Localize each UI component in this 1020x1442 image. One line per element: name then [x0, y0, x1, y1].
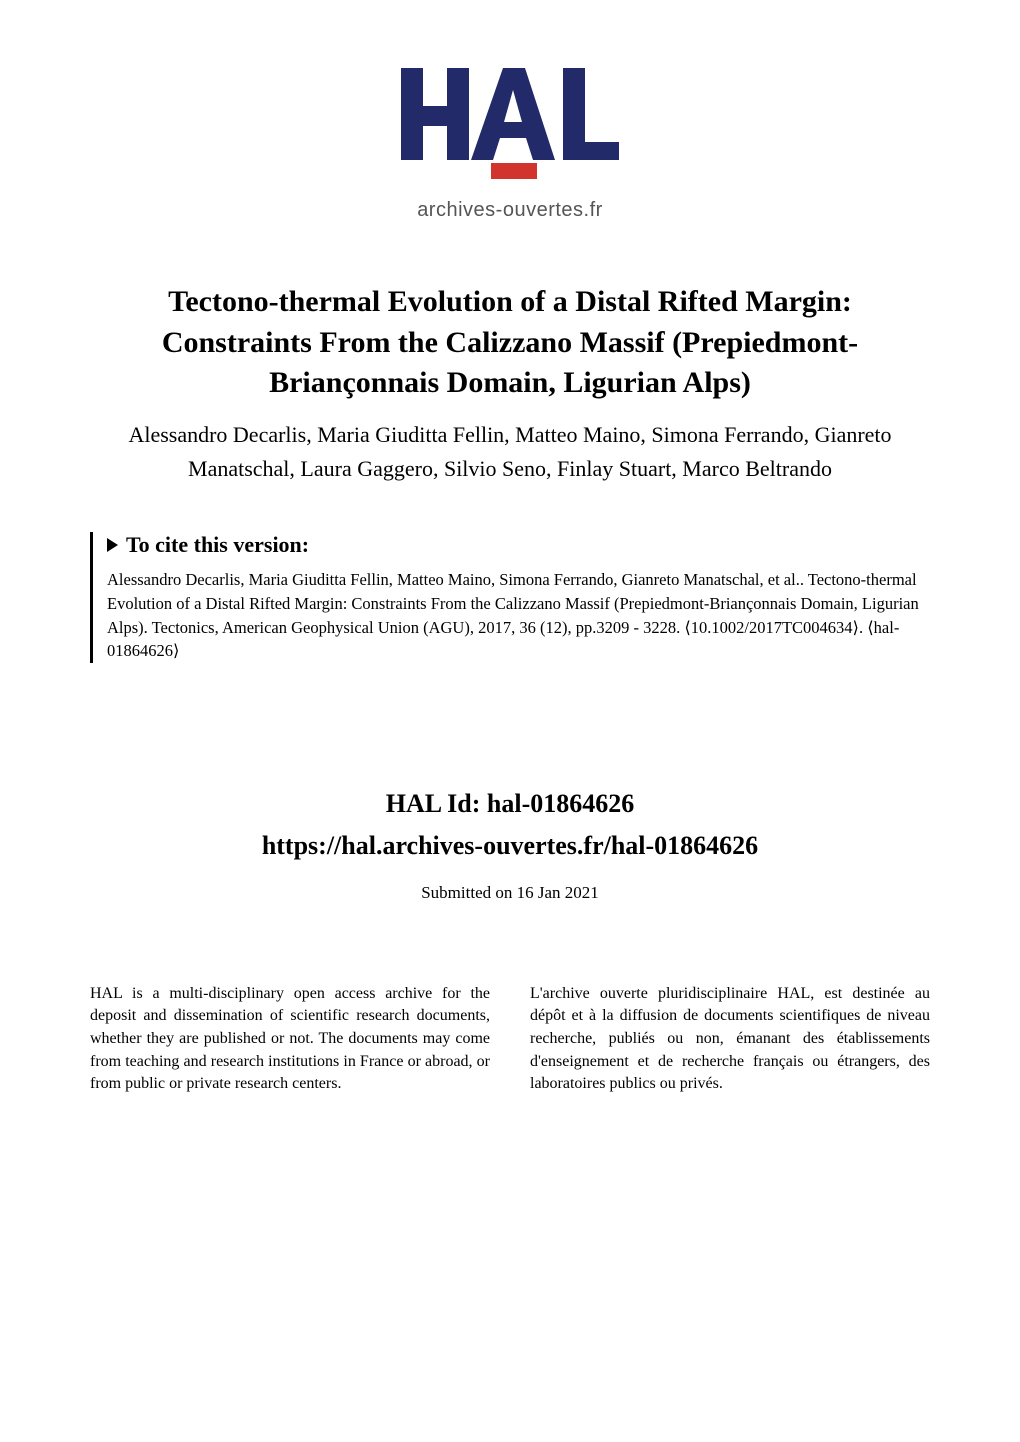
authors-list: Alessandro Decarlis, Maria Giuditta Fell… — [120, 418, 900, 486]
hal-url[interactable]: https://hal.archives-ouvertes.fr/hal-018… — [90, 825, 930, 867]
paper-title: Tectono-thermal Evolution of a Distal Ri… — [110, 282, 910, 404]
hal-id-block: HAL Id: hal-01864626 https://hal.archive… — [90, 783, 930, 866]
description-fr: L'archive ouverte pluridisciplinaire HAL… — [530, 983, 930, 1097]
cite-block: To cite this version: Alessandro Decarli… — [90, 532, 930, 664]
hal-logo-block: archives-ouvertes.fr — [90, 60, 930, 222]
logo-caption: archives-ouvertes.fr — [90, 199, 930, 222]
description-en: HAL is a multi-disciplinary open access … — [90, 983, 490, 1097]
cite-heading: To cite this version: — [107, 532, 930, 558]
description-columns: HAL is a multi-disciplinary open access … — [90, 983, 930, 1097]
cite-text: Alessandro Decarlis, Maria Giuditta Fell… — [107, 568, 930, 664]
triangle-icon — [107, 538, 118, 552]
hal-cover-page: archives-ouvertes.fr Tectono-thermal Evo… — [0, 0, 1020, 1442]
hal-id: HAL Id: hal-01864626 — [90, 783, 930, 825]
cite-heading-text: To cite this version: — [126, 532, 309, 558]
hal-logo — [395, 60, 625, 190]
submitted-date: Submitted on 16 Jan 2021 — [90, 883, 930, 903]
